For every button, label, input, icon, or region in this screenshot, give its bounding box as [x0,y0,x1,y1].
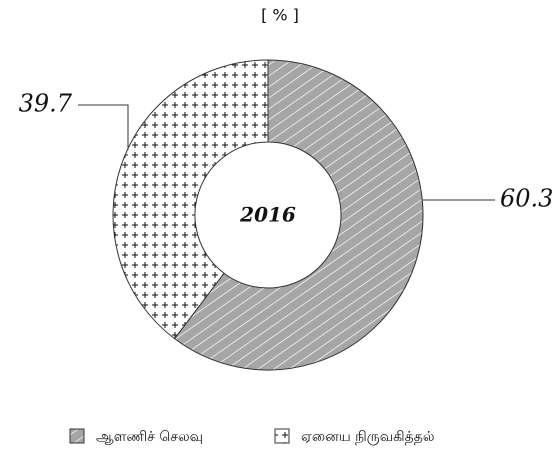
donut-slice [112,59,269,340]
chart-title: [ % ] [261,6,299,25]
legend-label: ஏனைய நிருவகித்தல் [301,429,434,445]
leader-line [78,104,129,150]
donut-slice [173,59,424,371]
legend-swatch [274,428,290,444]
center-label: 2016 [239,203,296,227]
legend-swatch [69,428,85,444]
legend-label: ஆளணிச் செலவு [96,429,203,445]
data-label: 39.7 [19,90,73,118]
data-label: 60.3 [500,185,553,213]
